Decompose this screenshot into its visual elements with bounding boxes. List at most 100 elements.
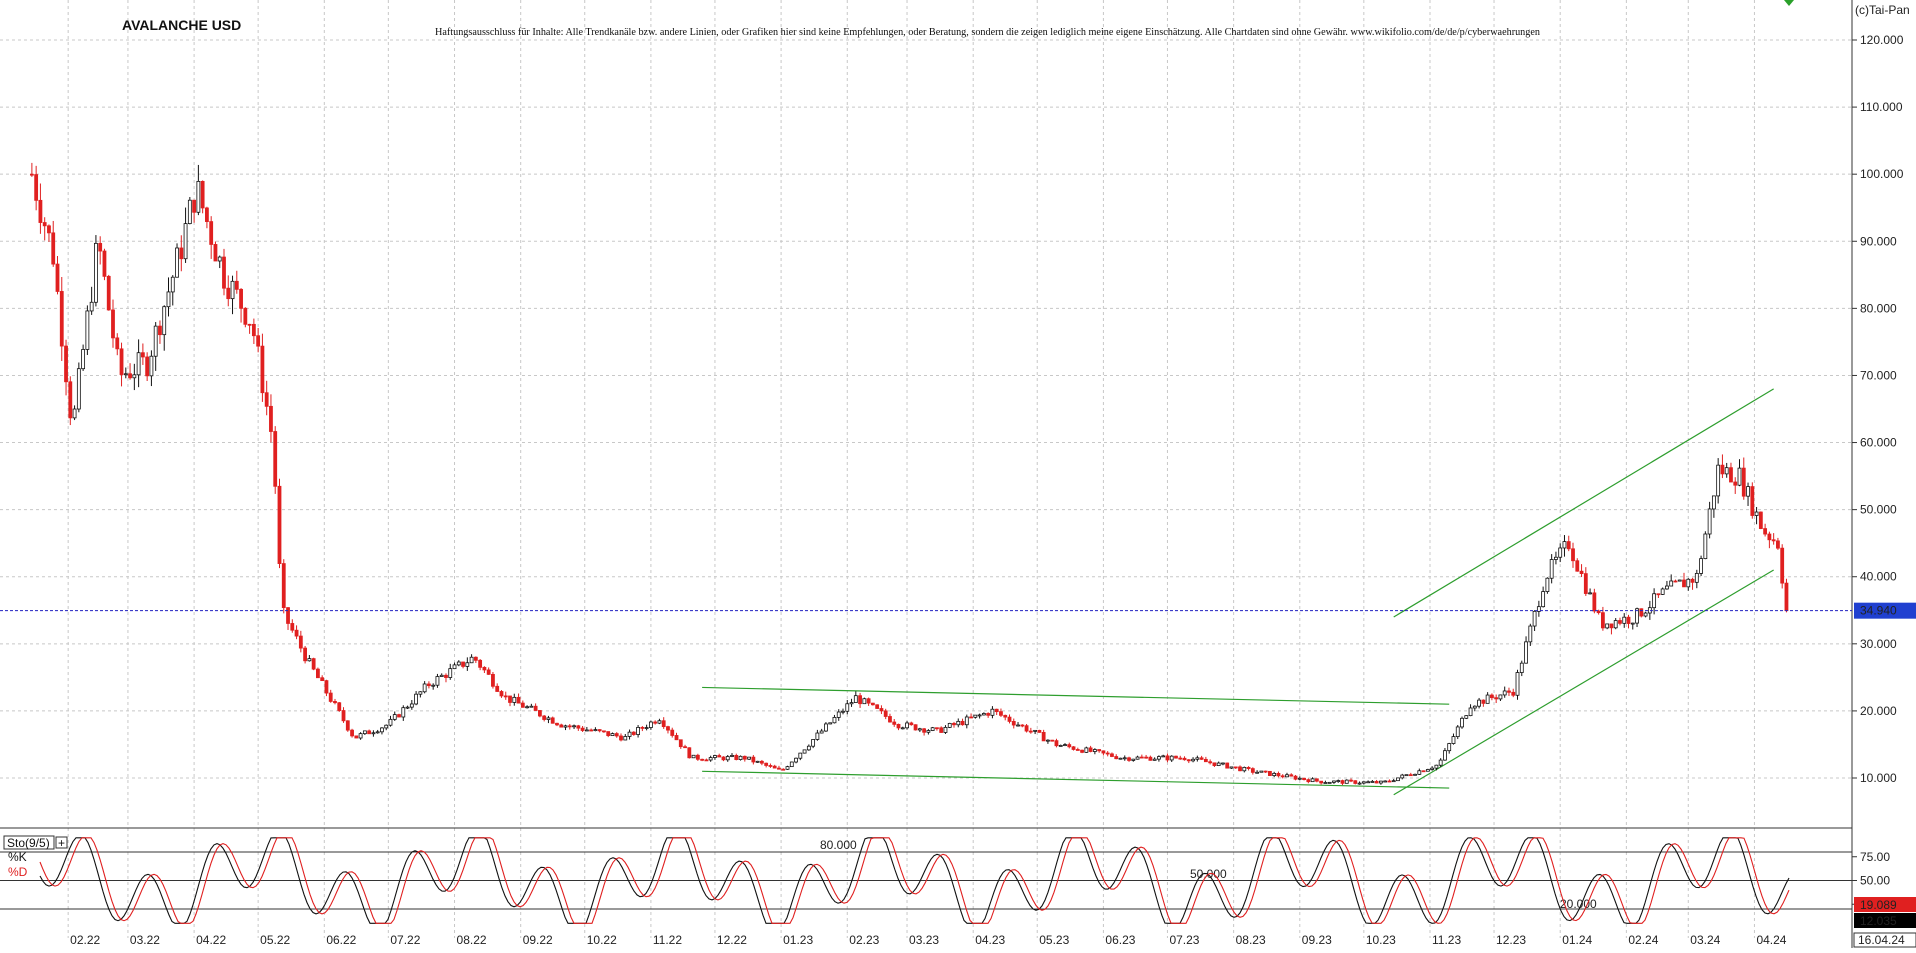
candle-body <box>1489 694 1494 699</box>
candle-body <box>213 244 218 262</box>
candle-body <box>1314 778 1319 782</box>
sto-y-tick-label: 75.00 <box>1860 850 1890 864</box>
candle-body <box>1233 766 1238 769</box>
candle-body <box>593 729 598 732</box>
candle-body <box>414 693 418 705</box>
candle-body <box>559 724 564 728</box>
sto-k-legend: %K <box>8 850 27 864</box>
x-tick-label: 01.23 <box>783 933 813 947</box>
candle-body <box>1255 771 1259 774</box>
candle-body <box>1208 761 1213 764</box>
candle-body <box>730 755 734 757</box>
candle-body <box>140 352 145 358</box>
candle-body <box>1370 781 1375 783</box>
candle-body <box>503 695 508 698</box>
candle-body <box>1263 770 1268 773</box>
candle-body <box>98 242 103 252</box>
rising-channel-upper <box>1393 388 1774 618</box>
candle-body <box>1336 780 1341 782</box>
candle-body <box>563 725 568 728</box>
candle-body <box>1784 582 1789 612</box>
candle-body <box>1340 780 1345 784</box>
candle-body <box>1716 464 1721 497</box>
candle-body <box>409 703 414 708</box>
candle-body <box>196 180 201 213</box>
x-tick-label: 08.22 <box>457 933 487 947</box>
candle-body <box>811 739 816 747</box>
candle-body <box>405 706 410 709</box>
candle-body <box>1242 766 1247 772</box>
candle-body <box>1707 508 1712 535</box>
candle-body <box>1532 610 1537 627</box>
candle-body <box>1058 744 1063 747</box>
candle-body <box>1319 780 1324 784</box>
x-tick-label: 02.22 <box>70 933 100 947</box>
candle-body <box>132 374 137 379</box>
candle-body <box>695 754 700 760</box>
current-price-box <box>1854 602 1916 619</box>
sto-d-value: 19.089 <box>1860 898 1897 912</box>
sto-expand-button[interactable] <box>55 836 68 849</box>
candle-body <box>1776 540 1780 549</box>
y-tick-label: 40.000 <box>1860 570 1897 584</box>
candle-body <box>499 691 504 697</box>
candle-body <box>917 728 922 731</box>
candle-body <box>828 722 833 725</box>
candle-body <box>1686 578 1691 588</box>
candle-body <box>1511 691 1516 696</box>
candle-body <box>747 756 751 760</box>
candle-body <box>166 291 171 308</box>
candle-body <box>734 755 739 760</box>
candle-body <box>781 768 786 771</box>
candle-body <box>1033 729 1038 732</box>
candle-body <box>653 721 658 724</box>
candle-body <box>482 666 487 671</box>
candle-body <box>952 722 956 726</box>
candle-body <box>1391 780 1396 783</box>
candle-body <box>999 711 1003 716</box>
candle-body <box>1080 749 1084 753</box>
candle-body <box>1161 755 1166 758</box>
candle-body <box>341 710 346 722</box>
candle-body <box>286 607 290 624</box>
candle-body <box>525 706 529 709</box>
candle-body <box>362 730 367 735</box>
candle-body <box>819 730 824 734</box>
candle-body <box>1374 781 1379 784</box>
candle-body <box>883 710 888 717</box>
candle-body <box>721 756 726 761</box>
sto-d-legend: %D <box>8 865 28 879</box>
sto-y-tick-label: 50.00 <box>1860 874 1890 888</box>
candle-body <box>1011 721 1016 726</box>
candle-body <box>1767 533 1772 541</box>
candle-body <box>1711 495 1716 510</box>
candle-body <box>597 729 602 732</box>
candle-body <box>1174 755 1178 759</box>
candle-body <box>742 755 747 760</box>
candle-body <box>1203 758 1208 763</box>
candle-body <box>243 307 248 325</box>
candle-body <box>1549 559 1554 579</box>
candle-body <box>717 755 722 758</box>
candle-body <box>1626 616 1631 624</box>
candle-body <box>1421 770 1426 773</box>
candle-body <box>866 698 871 704</box>
candle-body <box>469 656 474 664</box>
last-date-label: 16.04.24 <box>1858 933 1905 947</box>
candle-body <box>256 335 261 347</box>
sto-title-box <box>3 835 55 850</box>
candle-body <box>1430 767 1435 770</box>
candle-body <box>1353 780 1358 784</box>
candle-body <box>358 733 363 739</box>
candle-body <box>1272 772 1277 776</box>
y-tick-label: 100.000 <box>1860 167 1904 181</box>
candle-body <box>1460 717 1464 728</box>
candle-body <box>1737 467 1742 486</box>
candle-body <box>1097 749 1102 752</box>
x-tick-label: 04.22 <box>196 933 226 947</box>
candle-body <box>751 756 756 763</box>
y-tick-label: 120.000 <box>1860 33 1904 47</box>
candle-body <box>858 695 862 705</box>
candle-body <box>307 658 312 662</box>
